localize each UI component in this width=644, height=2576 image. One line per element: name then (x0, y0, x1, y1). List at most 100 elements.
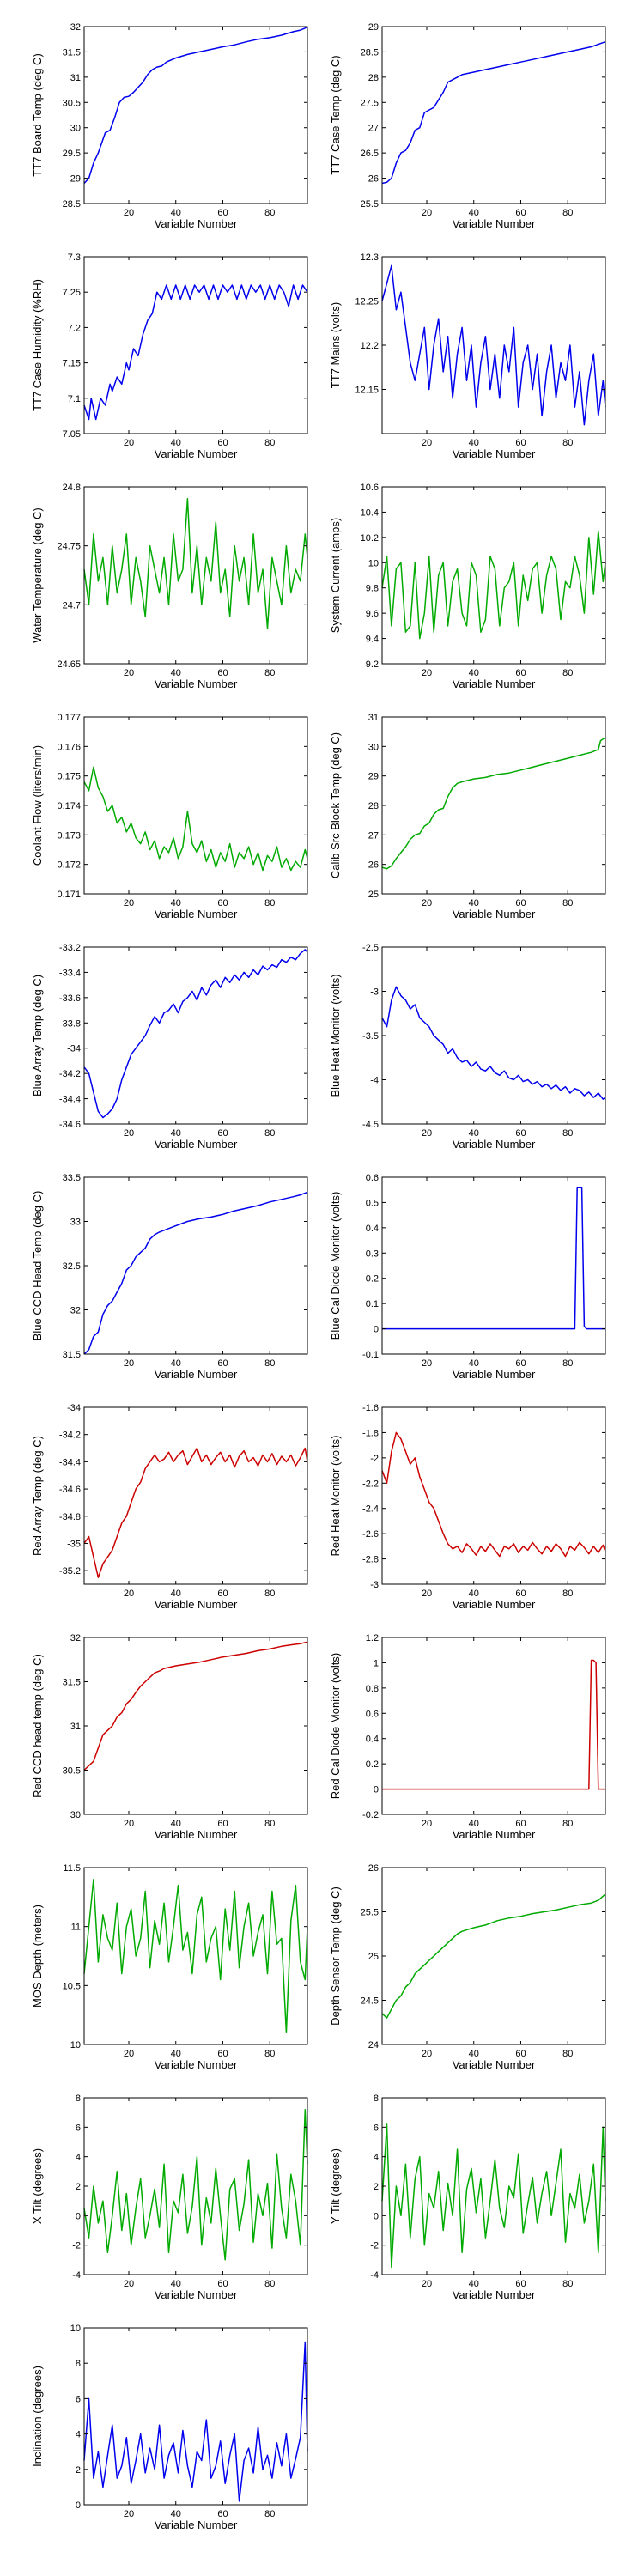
y-tick-label: 32.5 (63, 1261, 81, 1272)
x-axis-label: Variable Number (453, 1138, 536, 1151)
chart-4: 24.65 24.7 24.75 24.8 20 40 60 80 Variable Numbe… (31, 483, 308, 690)
x-tick-label: 20 (124, 208, 134, 218)
plot-frame (381, 1867, 606, 2045)
x-tick-label: 60 (515, 668, 526, 678)
chart-0: 28.5 29 29.5 30 30.5 31 31.5 32 20 40 60 80 Variable… (31, 22, 308, 230)
x-tick-label: 40 (171, 1128, 181, 1139)
plot-frame (381, 26, 606, 204)
chart-10: 31.5 32 32.5 33 33.5 20 40 60 80 Variable Number B… (31, 1173, 308, 1381)
y-tick-label: 2 (76, 2465, 81, 2476)
series-line (381, 40, 606, 185)
x-axis-label: Variable Number (155, 1828, 238, 1841)
chart-18: -4 -2 0 2 4 6 8 20 40 60 80 Variable Number X Tilt (… (31, 2093, 308, 2301)
x-tick-label: 60 (217, 1589, 228, 1599)
y-axis-label: Blue Cal Diode Monitor (volts) (329, 1192, 342, 1340)
x-tick-label: 60 (217, 2509, 228, 2519)
plot-frame (83, 26, 308, 204)
series-line (83, 2341, 308, 2502)
plot-frame (381, 946, 606, 1125)
y-tick-label: 0.8 (366, 1684, 379, 1694)
y-tick-label: -2 (72, 2241, 81, 2251)
y-tick-label: 7.2 (68, 323, 81, 333)
y-tick-label: 10.6 (361, 483, 379, 493)
chart-13: -3 -2.8 -2.6 -2.4 -2.2 -2 -1.8 -1.6 20 40 60 80 Vari… (329, 1403, 606, 1611)
x-tick-label: 20 (422, 1819, 432, 1829)
y-tick-label: 7.3 (68, 252, 81, 263)
y-tick-label: 31 (70, 73, 81, 83)
y-tick-label: 30 (70, 1810, 81, 1820)
x-tick-label: 20 (124, 2509, 134, 2519)
x-tick-label: 80 (264, 668, 275, 678)
x-tick-label: 40 (469, 1819, 479, 1829)
x-tick-label: 60 (217, 208, 228, 218)
y-tick-label: -4 (370, 1076, 379, 1086)
plot-frame (83, 1176, 308, 1355)
x-axis-label: Variable Number (453, 2288, 536, 2301)
y-tick-label: 7.1 (68, 394, 81, 404)
x-tick-label: 60 (217, 1819, 228, 1829)
y-axis-label: Y Tilt (degrees) (329, 2148, 342, 2224)
y-axis-label: Red Array Temp (deg C) (31, 1436, 44, 1556)
chart-14: 30 30.5 31 31.5 32 20 40 60 80 Variable Number Red… (31, 1633, 308, 1841)
x-axis-label: Variable Number (155, 2288, 238, 2301)
x-tick-label: 60 (217, 2049, 228, 2059)
y-tick-label: -3 (370, 1580, 379, 1590)
chart-11: -0.1 0 0.1 0.2 0.3 0.4 0.5 0.6 20 40 60 80 Variable … (329, 1173, 606, 1381)
y-tick-label: -4 (72, 2270, 81, 2281)
x-axis-label: Variable Number (155, 1368, 238, 1381)
y-tick-label: 31.5 (63, 1678, 81, 1688)
chart-12: -35.2 -35 -34.8 -34.6 -34.4 -34.2 -34 20 40 60 80 V… (31, 1403, 308, 1611)
x-tick-label: 60 (217, 898, 228, 908)
x-tick-label: 40 (171, 2279, 181, 2289)
x-tick-label: 60 (217, 668, 228, 678)
y-tick-label: 0.171 (57, 890, 81, 900)
y-tick-label: 6 (76, 2123, 81, 2133)
x-axis-label: Variable Number (155, 908, 238, 920)
y-tick-label: 12.15 (355, 386, 379, 396)
plot-frame (83, 716, 308, 895)
y-tick-label: -34.4 (59, 1457, 81, 1467)
x-axis-label: Variable Number (155, 2518, 238, 2531)
y-tick-label: 25.5 (361, 199, 379, 210)
y-tick-label: 25.5 (361, 1908, 379, 1918)
y-tick-label: 27.5 (361, 98, 379, 108)
x-tick-label: 40 (171, 1358, 181, 1369)
x-tick-label: 40 (171, 2049, 181, 2059)
chart-7: 25 26 27 28 29 30 31 20 40 60 80 Variable Number Cal… (329, 713, 606, 920)
y-tick-label: 29 (368, 22, 379, 33)
x-tick-label: 40 (469, 668, 479, 678)
y-axis-label: Water Temperature (deg C) (31, 507, 44, 643)
y-axis-label: Coolant Flow (liters/min) (31, 745, 44, 866)
y-tick-label: -34.2 (59, 1431, 81, 1441)
x-tick-label: 20 (124, 438, 134, 448)
y-tick-label: -2 (370, 1454, 379, 1464)
y-tick-label: -3.5 (362, 1031, 379, 1042)
x-axis-label: Variable Number (453, 447, 536, 460)
x-axis-label: Variable Number (453, 217, 536, 230)
y-tick-label: 26 (368, 1863, 379, 1874)
series-line (83, 1878, 308, 2034)
x-tick-label: 60 (217, 1128, 228, 1139)
y-tick-label: 0.6 (366, 1173, 379, 1183)
y-tick-label: 24.75 (57, 542, 81, 552)
y-tick-label: -33.8 (59, 1018, 81, 1029)
y-tick-label: 0.173 (57, 830, 81, 841)
y-tick-label: 0 (76, 2500, 81, 2511)
y-axis-label: Calib Src Block Temp (deg C) (329, 732, 342, 878)
x-tick-label: 20 (124, 2049, 134, 2059)
y-tick-label: 4 (76, 2430, 81, 2440)
y-tick-label: 4 (76, 2153, 81, 2163)
x-tick-label: 20 (422, 898, 432, 908)
y-tick-label: 10 (70, 2040, 81, 2050)
x-tick-label: 80 (264, 208, 275, 218)
y-tick-label: 2 (374, 2182, 379, 2192)
y-tick-label: 10 (368, 558, 379, 568)
x-tick-label: 40 (171, 2509, 181, 2519)
y-tick-label: 6 (374, 2123, 379, 2133)
y-tick-label: 28.5 (63, 199, 81, 210)
y-tick-label: 7.25 (63, 288, 81, 298)
series-line (83, 497, 308, 629)
x-tick-label: 60 (515, 898, 526, 908)
y-tick-label: 24.8 (63, 483, 81, 493)
